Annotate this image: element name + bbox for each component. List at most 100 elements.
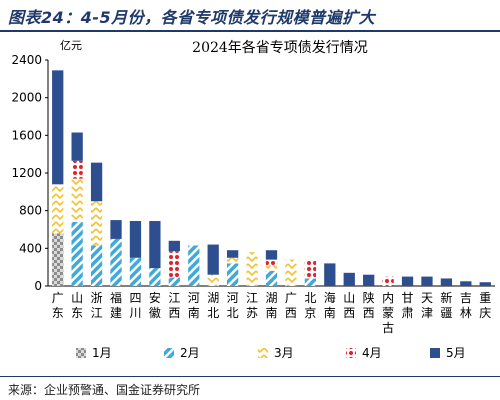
legend: 1月 2月 3月 4月 5月 [76,346,466,360]
x-tick-label: 海 [324,290,336,305]
bar-segment [168,240,180,252]
x-tick-label: 陕 [363,290,375,305]
bar-segment [226,263,239,286]
x-tick-label: 吉 [460,291,472,305]
legend-swatch [430,348,440,358]
x-tick-label: 西 [285,306,297,320]
x-tick-label: 川 [129,306,141,320]
bar-segment [52,233,64,286]
y-tick-label: 1200 [11,166,42,180]
x-tick-label: 广 [285,291,297,305]
x-tick-label: 湖 [265,290,277,305]
x-tick-label: 南 [324,305,336,320]
x-tick-label: 肃 [402,306,414,320]
bar-segment [71,160,83,179]
figure-title: 图表24：4-5月份，各省专项债发行规模普遍扩大 [8,8,376,27]
x-tick-label: 天 [421,291,433,305]
x-tick-label: 江 [91,306,103,320]
bar-segment [285,259,297,286]
bar-segment [265,259,278,266]
bar-segment [168,277,180,286]
bar-segment [304,259,317,279]
x-tick-label: 安 [149,290,161,305]
x-tick-label: 建 [110,306,122,320]
x-tick-label: 江 [168,291,180,305]
legend-label: 3月 [274,346,294,360]
x-tick-label: 西 [363,306,375,320]
x-tick-label: 湖 [207,290,219,305]
bar-segment [246,252,258,286]
bar-segment [129,221,142,258]
y-axis-unit: 亿元 [60,39,82,52]
bar-segment [71,132,83,161]
bar-segment [52,70,64,185]
bar-segment [226,257,239,264]
bar-segment [52,184,64,234]
bar-segment [149,268,161,286]
x-tick-label: 河 [227,291,239,305]
legend-swatch [76,348,86,358]
legend-swatch [258,348,268,358]
header-rule [0,30,500,32]
x-tick-label: 甘 [402,291,414,305]
bar-segment [265,265,278,271]
bar-segment [304,278,317,286]
x-tick-label: 西 [168,306,180,320]
legend-label: 5月 [446,346,466,360]
bar-segment [90,201,103,246]
x-tick-label: 南 [188,305,200,320]
bar-segment [460,281,472,286]
x-tick-label: 疆 [440,306,452,320]
plot-area: 04008001200160020002400广东山东浙江福建四川安徽江西河南湖… [11,53,495,335]
bar-segment [265,250,278,260]
bar-segment [324,263,336,286]
x-tick-label: 古 [382,320,394,335]
bar-segment [149,221,161,269]
stacked-bar-chart: 2024年各省专项债发行情况 亿元 0 400 800 1200 1600 2000 240… [11,39,495,360]
legend-swatch [164,348,174,358]
x-tick-label: 东 [71,306,83,320]
bar-segment [226,250,239,258]
bar-segment [207,244,219,275]
bar-segment [90,162,103,202]
y-tick-label: 2000 [11,91,42,105]
x-tick-label: 北 [227,306,239,320]
bar-segment [71,221,83,286]
x-tick-label: 蒙 [382,306,394,320]
x-tick-label: 广 [52,291,64,305]
bar-segment [71,178,83,222]
x-tick-label: 四 [129,291,141,305]
legend-label: 2月 [180,346,200,360]
x-tick-label: 西 [343,306,355,320]
x-tick-label: 河 [188,291,200,305]
x-tick-label: 京 [304,306,316,320]
bar-segment [129,257,142,286]
bar-segment [401,276,414,286]
bar-segment [265,270,278,286]
y-tick-label: 400 [19,241,42,255]
bar-segment [207,274,219,286]
bar-segment [363,274,375,286]
bar-segment [343,272,355,286]
x-tick-label: 津 [421,306,433,320]
y-tick-label: 2400 [11,53,42,67]
x-tick-label: 山 [71,291,83,305]
bar-segment [440,278,453,286]
bar-segment [110,238,122,286]
x-tick-label: 北 [304,291,316,305]
x-tick-label: 浙 [91,291,103,305]
bar-segment [90,245,103,286]
x-tick-label: 徽 [149,305,161,320]
bar-segment [110,220,122,239]
bar-segment [382,276,394,286]
footer-rule [0,376,500,377]
chart-header: 图表24：4-5月份，各省专项债发行规模普遍扩大 [0,0,500,30]
bar-segment [168,251,180,278]
chart-title: 2024年各省专项债发行情况 [192,40,368,56]
legend-swatch [346,348,356,358]
legend-label: 4月 [362,346,382,360]
source-note: 来源：企业预警通、国金证券研究所 [8,383,201,397]
x-tick-label: 庆 [479,306,491,320]
x-tick-label: 林 [460,306,472,320]
x-tick-label: 内 [382,291,394,305]
